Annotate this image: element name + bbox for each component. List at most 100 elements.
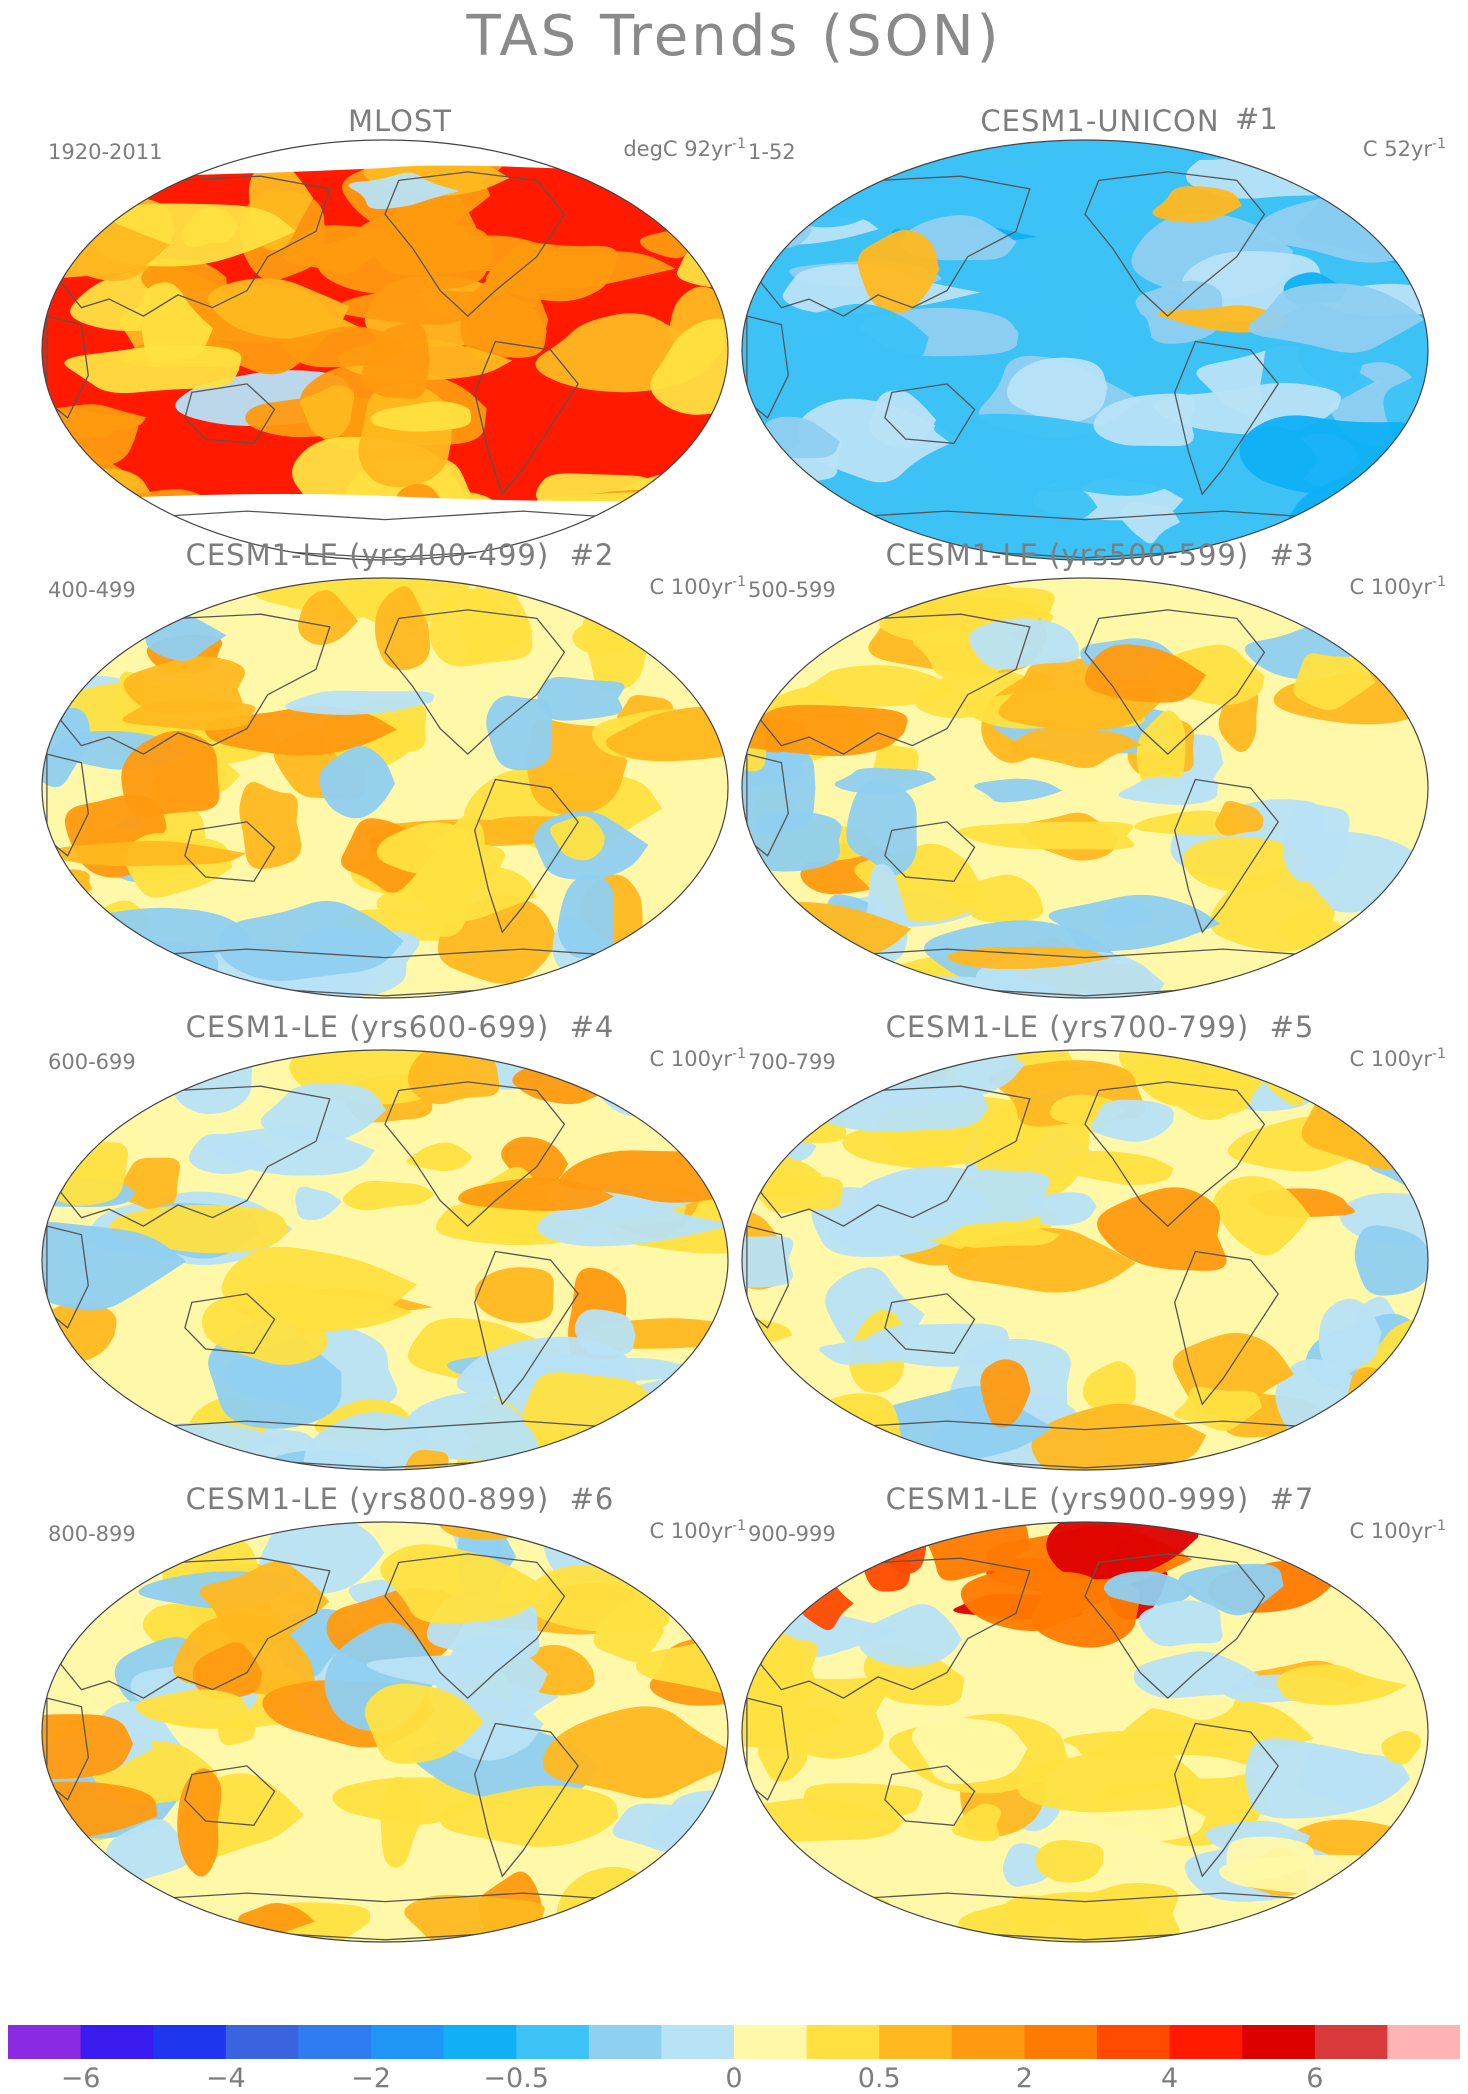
coastline [184,1765,276,1826]
trend-region [177,1768,222,1877]
trend-region [1353,152,1428,201]
trend-region [346,578,472,627]
coastline [384,609,566,755]
trend-region [439,1785,619,1847]
trend-region [801,361,966,398]
trend-region [199,1561,330,1643]
trend-region [407,1050,500,1105]
trend-region [1010,727,1142,768]
colorbar-box [153,2025,227,2059]
colorbar-tick-label: −4 [205,2063,246,2094]
trend-region [51,841,247,867]
trend-region [858,1603,962,1667]
colorbar-tick-label: −2 [351,2063,391,2094]
trend-region [364,1683,484,1764]
trend-region [602,1050,710,1078]
trend-region [1213,1176,1311,1256]
trend-region [539,1522,720,1550]
trend-map [741,1049,1429,1471]
trend-region [1215,801,1264,836]
trend-region [673,608,728,656]
trend-region [64,344,242,394]
units-label: C 100yr-1 [1349,1046,1446,1071]
coastline [59,613,331,755]
trend-map [41,139,729,561]
coastline [1174,340,1280,496]
trend-region [1323,1416,1396,1470]
colorbar-box [225,2025,299,2059]
colorbar-tick-label: 0.5 [857,2063,901,2094]
trend-region [1103,1571,1195,1606]
period-label: 700-799 [748,1050,836,1074]
coastline [474,778,580,934]
trend-region [1331,1522,1428,1567]
coastline [59,1557,331,1699]
trend-region [742,1236,794,1288]
trend-region [1305,1891,1428,1920]
trend-region [239,781,302,870]
trend-region [1084,644,1207,703]
colorbar-box [661,2025,735,2059]
colorbar [8,2025,1460,2059]
coastline [1174,1722,1280,1878]
trend-region [990,458,1126,493]
trend-region [300,385,355,439]
panel-title: CESM1-LE (yrs700-799) #5 [885,1010,1315,1044]
trend-map [41,1049,729,1471]
trend-region [742,1889,896,1942]
trend-region [650,318,728,415]
coastline [884,383,976,444]
map-panel: CESM1-LE (yrs500-599) #3 500-599 C 100yr-1 [740,538,1460,1044]
trend-region [42,1863,69,1942]
trend-region [642,1901,689,1942]
colorbar-tick-label: 6 [1306,2063,1324,2094]
colorbar-tick-label: 4 [1161,2063,1179,2094]
trend-region [1136,710,1186,793]
trend-region [952,1803,1001,1842]
colorbar-box [371,2025,445,2059]
trend-region [1297,1880,1428,1932]
coastline [1084,171,1266,317]
trend-region [188,1133,273,1174]
trend-region [1133,1651,1259,1699]
trend-region [42,585,87,653]
colorbar-box [734,2025,808,2059]
trend-region [757,1401,905,1470]
trend-region [1332,140,1428,165]
trend-region [42,1222,187,1311]
trend-region [834,767,937,794]
trend-region [44,1138,129,1206]
trend-region [846,780,917,876]
trend-region [1276,1906,1428,1942]
coastline [184,821,276,882]
trend-region [742,140,812,208]
trend-region [958,821,1135,850]
trend-region [606,706,728,762]
trend-region [593,1598,664,1662]
coastline [884,1765,976,1826]
coastline [59,175,331,317]
trend-region [42,1714,134,1779]
trend-region [667,1790,728,1855]
trend-region [1093,393,1196,447]
trend-region [542,1706,728,1799]
trend-region [674,1522,728,1552]
coastline [474,1722,580,1878]
colorbar-box [1024,2025,1098,2059]
colorbar-box [1387,2025,1460,2059]
coastline [474,340,580,496]
trend-region [776,303,929,367]
panel-title: MLOST [347,104,453,138]
units-label: degC 92yr-1 [623,136,746,161]
trend-region [1031,1403,1207,1470]
coastline [1084,1553,1266,1699]
coastline [759,175,1031,317]
trend-region [974,778,1063,803]
period-label: 1-52 [748,140,796,164]
trend-region [537,676,625,721]
units-label: C 100yr-1 [649,1046,746,1071]
trend-region [671,1522,725,1559]
period-label: 900-999 [748,1522,836,1546]
colorbar-box [588,2025,662,2059]
trend-region [1097,1187,1227,1271]
